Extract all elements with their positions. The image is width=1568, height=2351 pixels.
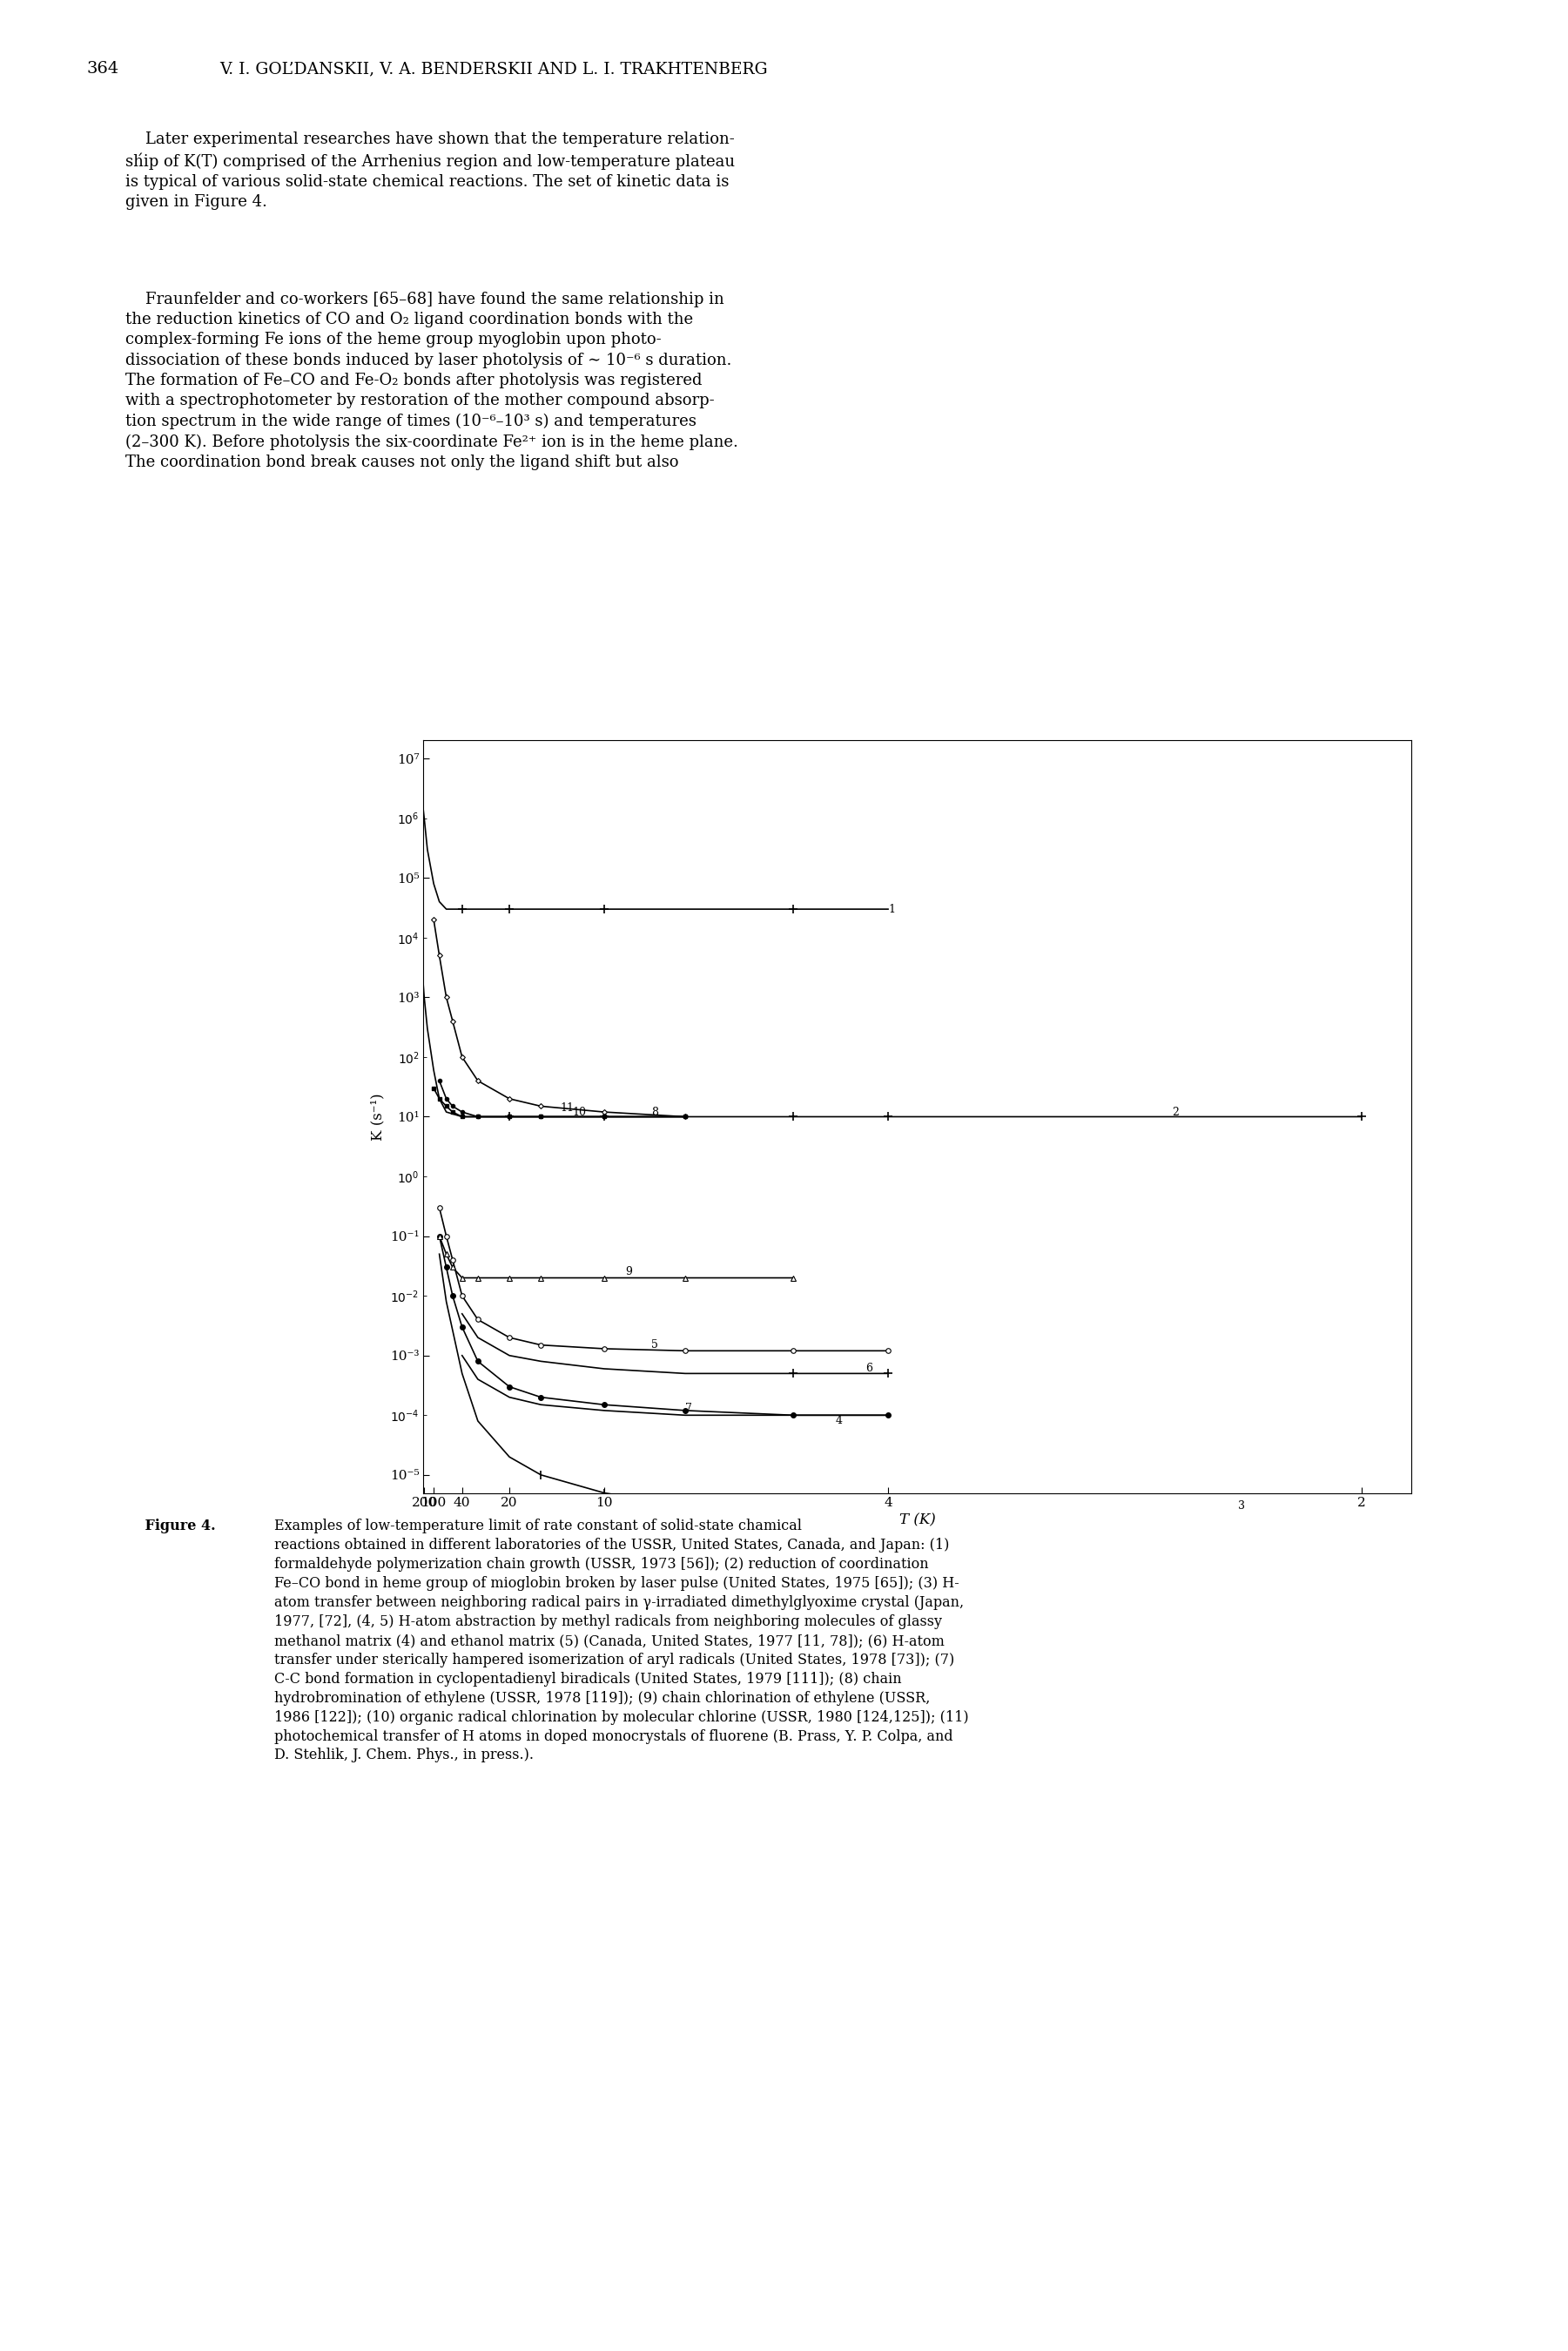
X-axis label: T (K): T (K) [898, 1514, 936, 1528]
Text: 364: 364 [86, 61, 119, 78]
Text: 1: 1 [887, 903, 895, 915]
Text: Later experimental researches have shown that the temperature relation-
sh́ip of: Later experimental researches have shown… [125, 132, 735, 209]
Text: 7: 7 [685, 1404, 691, 1413]
Text: Figure 4.: Figure 4. [125, 1519, 226, 1533]
Text: 3: 3 [1237, 1500, 1245, 1512]
Text: 10: 10 [572, 1107, 586, 1117]
Y-axis label: K (s⁻¹): K (s⁻¹) [370, 1093, 384, 1140]
Text: 11: 11 [560, 1103, 574, 1114]
Text: 9: 9 [626, 1267, 632, 1277]
Text: Fraunfelder and co-workers [65–68] have found the same relationship in
the reduc: Fraunfelder and co-workers [65–68] have … [125, 292, 739, 470]
Text: V. I. GOL’DANSKII, V. A. BENDERSKII AND L. I. TRAKHTENBERG: V. I. GOL’DANSKII, V. A. BENDERSKII AND … [220, 61, 768, 78]
Text: 6: 6 [866, 1364, 872, 1375]
Text: 4: 4 [836, 1415, 842, 1427]
Text: 8: 8 [651, 1107, 659, 1117]
Text: 2: 2 [1171, 1107, 1179, 1117]
Text: Examples of low-temperature limit of rate constant of solid-state chamical
react: Examples of low-temperature limit of rat… [274, 1519, 969, 1763]
Text: 5: 5 [651, 1340, 659, 1352]
